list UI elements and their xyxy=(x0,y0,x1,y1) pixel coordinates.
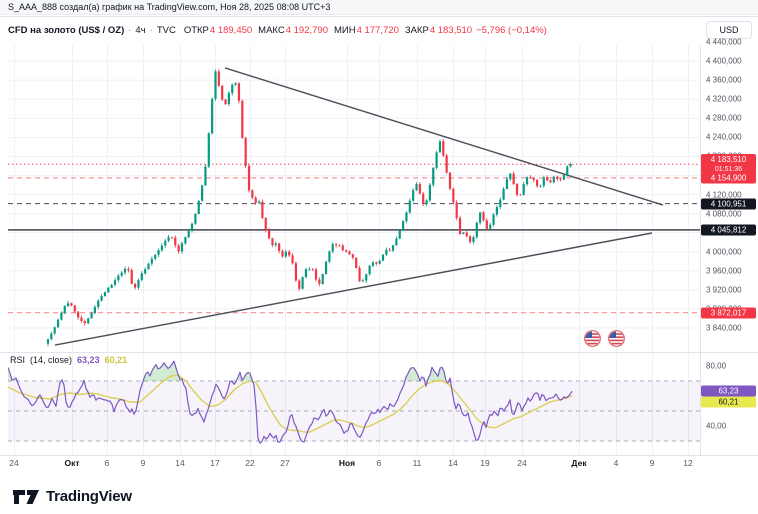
rsi-legend: RSI (14, close) 63,23 60,21 xyxy=(10,355,127,365)
time-axis-label: Дек xyxy=(571,458,587,468)
price-badge: 4 100,951 xyxy=(701,198,756,210)
legend-separator: · xyxy=(149,24,153,36)
rsi-badge: 60,21 xyxy=(701,396,756,408)
time-axis-label: 24 xyxy=(9,458,19,468)
price-axis-label: 4 080,000 xyxy=(706,209,742,219)
symbol-title[interactable]: CFD на золото (US$ / OZ) xyxy=(8,24,125,36)
time-axis-label: 22 xyxy=(245,458,255,468)
ohlc-field: ЗАКР4 183,510 xyxy=(404,24,473,36)
currency-button[interactable]: USD xyxy=(706,21,752,39)
currency-label: USD xyxy=(719,25,739,35)
price-axis-label: 3 960,000 xyxy=(706,266,742,276)
interval-label[interactable]: 4ч xyxy=(135,24,146,36)
time-axis-label: 27 xyxy=(280,458,290,468)
rsi-params: (14, close) xyxy=(30,355,73,365)
change-value: −5,796 (−0,14%) xyxy=(476,24,547,36)
price-badge: 4 183,510 01:51:36 xyxy=(701,154,756,175)
us-flag-icon[interactable] xyxy=(607,329,625,347)
price-axis-label: 3 840,000 xyxy=(706,323,742,333)
price-axis-label: 4 240,000 xyxy=(706,132,742,142)
rsi-badge: 63,23 xyxy=(701,385,756,397)
symbol-legend: CFD на золото (US$ / OZ) · 4ч · TVC ОТКР… xyxy=(8,21,547,39)
time-axis-label: 9 xyxy=(649,458,655,468)
ohlc-field: МАКС4 192,790 xyxy=(258,24,328,36)
price-axis-label: 3 920,000 xyxy=(706,285,742,295)
price-axis-label: 4 120,000 xyxy=(706,190,742,199)
rsi-axis-label: 40,00 xyxy=(706,421,727,431)
tradingview-wordmark: TradingView xyxy=(46,487,132,505)
legend-separator: · xyxy=(128,24,132,36)
ohlc-field: ОТКР4 189,450 xyxy=(183,24,253,36)
time-axis-label: Ноя xyxy=(338,458,356,468)
rsi-title[interactable]: RSI xyxy=(10,355,26,365)
tradingview-mark-icon xyxy=(13,490,39,504)
footer: TradingView xyxy=(0,478,758,514)
time-axis-label: 19 xyxy=(480,458,490,468)
price-axis-label: 4 320,000 xyxy=(706,94,742,104)
time-axis-label: Окт xyxy=(64,458,80,468)
time-axis-label: 24 xyxy=(517,458,527,468)
time-axis-label: 14 xyxy=(448,458,458,468)
price-axis-label: 4 360,000 xyxy=(706,75,742,85)
exchange-label: TVC xyxy=(156,24,176,36)
us-flag-icon[interactable] xyxy=(583,329,601,347)
time-axis-label: 11 xyxy=(412,458,422,468)
time-axis-label: 4 xyxy=(613,458,619,468)
time-axis-label: 9 xyxy=(140,458,146,468)
time-axis-label: 6 xyxy=(376,458,382,468)
price-badge: 4 154,900 xyxy=(701,172,756,184)
price-axis-label: 4 400,000 xyxy=(706,56,742,66)
price-axis-label: 4 000,000 xyxy=(706,247,742,257)
price-axis-label: 4 440,000 xyxy=(706,37,742,47)
rsi-value: 63,23 xyxy=(77,355,100,365)
time-axis-label: 12 xyxy=(683,458,693,468)
ohlc-field: МИН4 177,720 xyxy=(333,24,399,36)
time-axis-label: 17 xyxy=(210,458,220,468)
tradingview-logo[interactable]: TradingView xyxy=(13,486,132,506)
price-badge: 3 872,017 xyxy=(701,307,756,319)
ohlc-values: ОТКР4 189,450 МАКС4 192,790 МИН4 177,720 ЗА… xyxy=(184,25,472,36)
rsi-axis-label: 80,00 xyxy=(706,361,727,371)
time-axis-label: 6 xyxy=(104,458,110,468)
time-axis-label: 14 xyxy=(175,458,185,468)
price-badge: 4 045,812 xyxy=(701,224,756,236)
price-axis-label: 4 280,000 xyxy=(706,113,742,123)
rsi-ma-value: 60,21 xyxy=(104,355,128,365)
